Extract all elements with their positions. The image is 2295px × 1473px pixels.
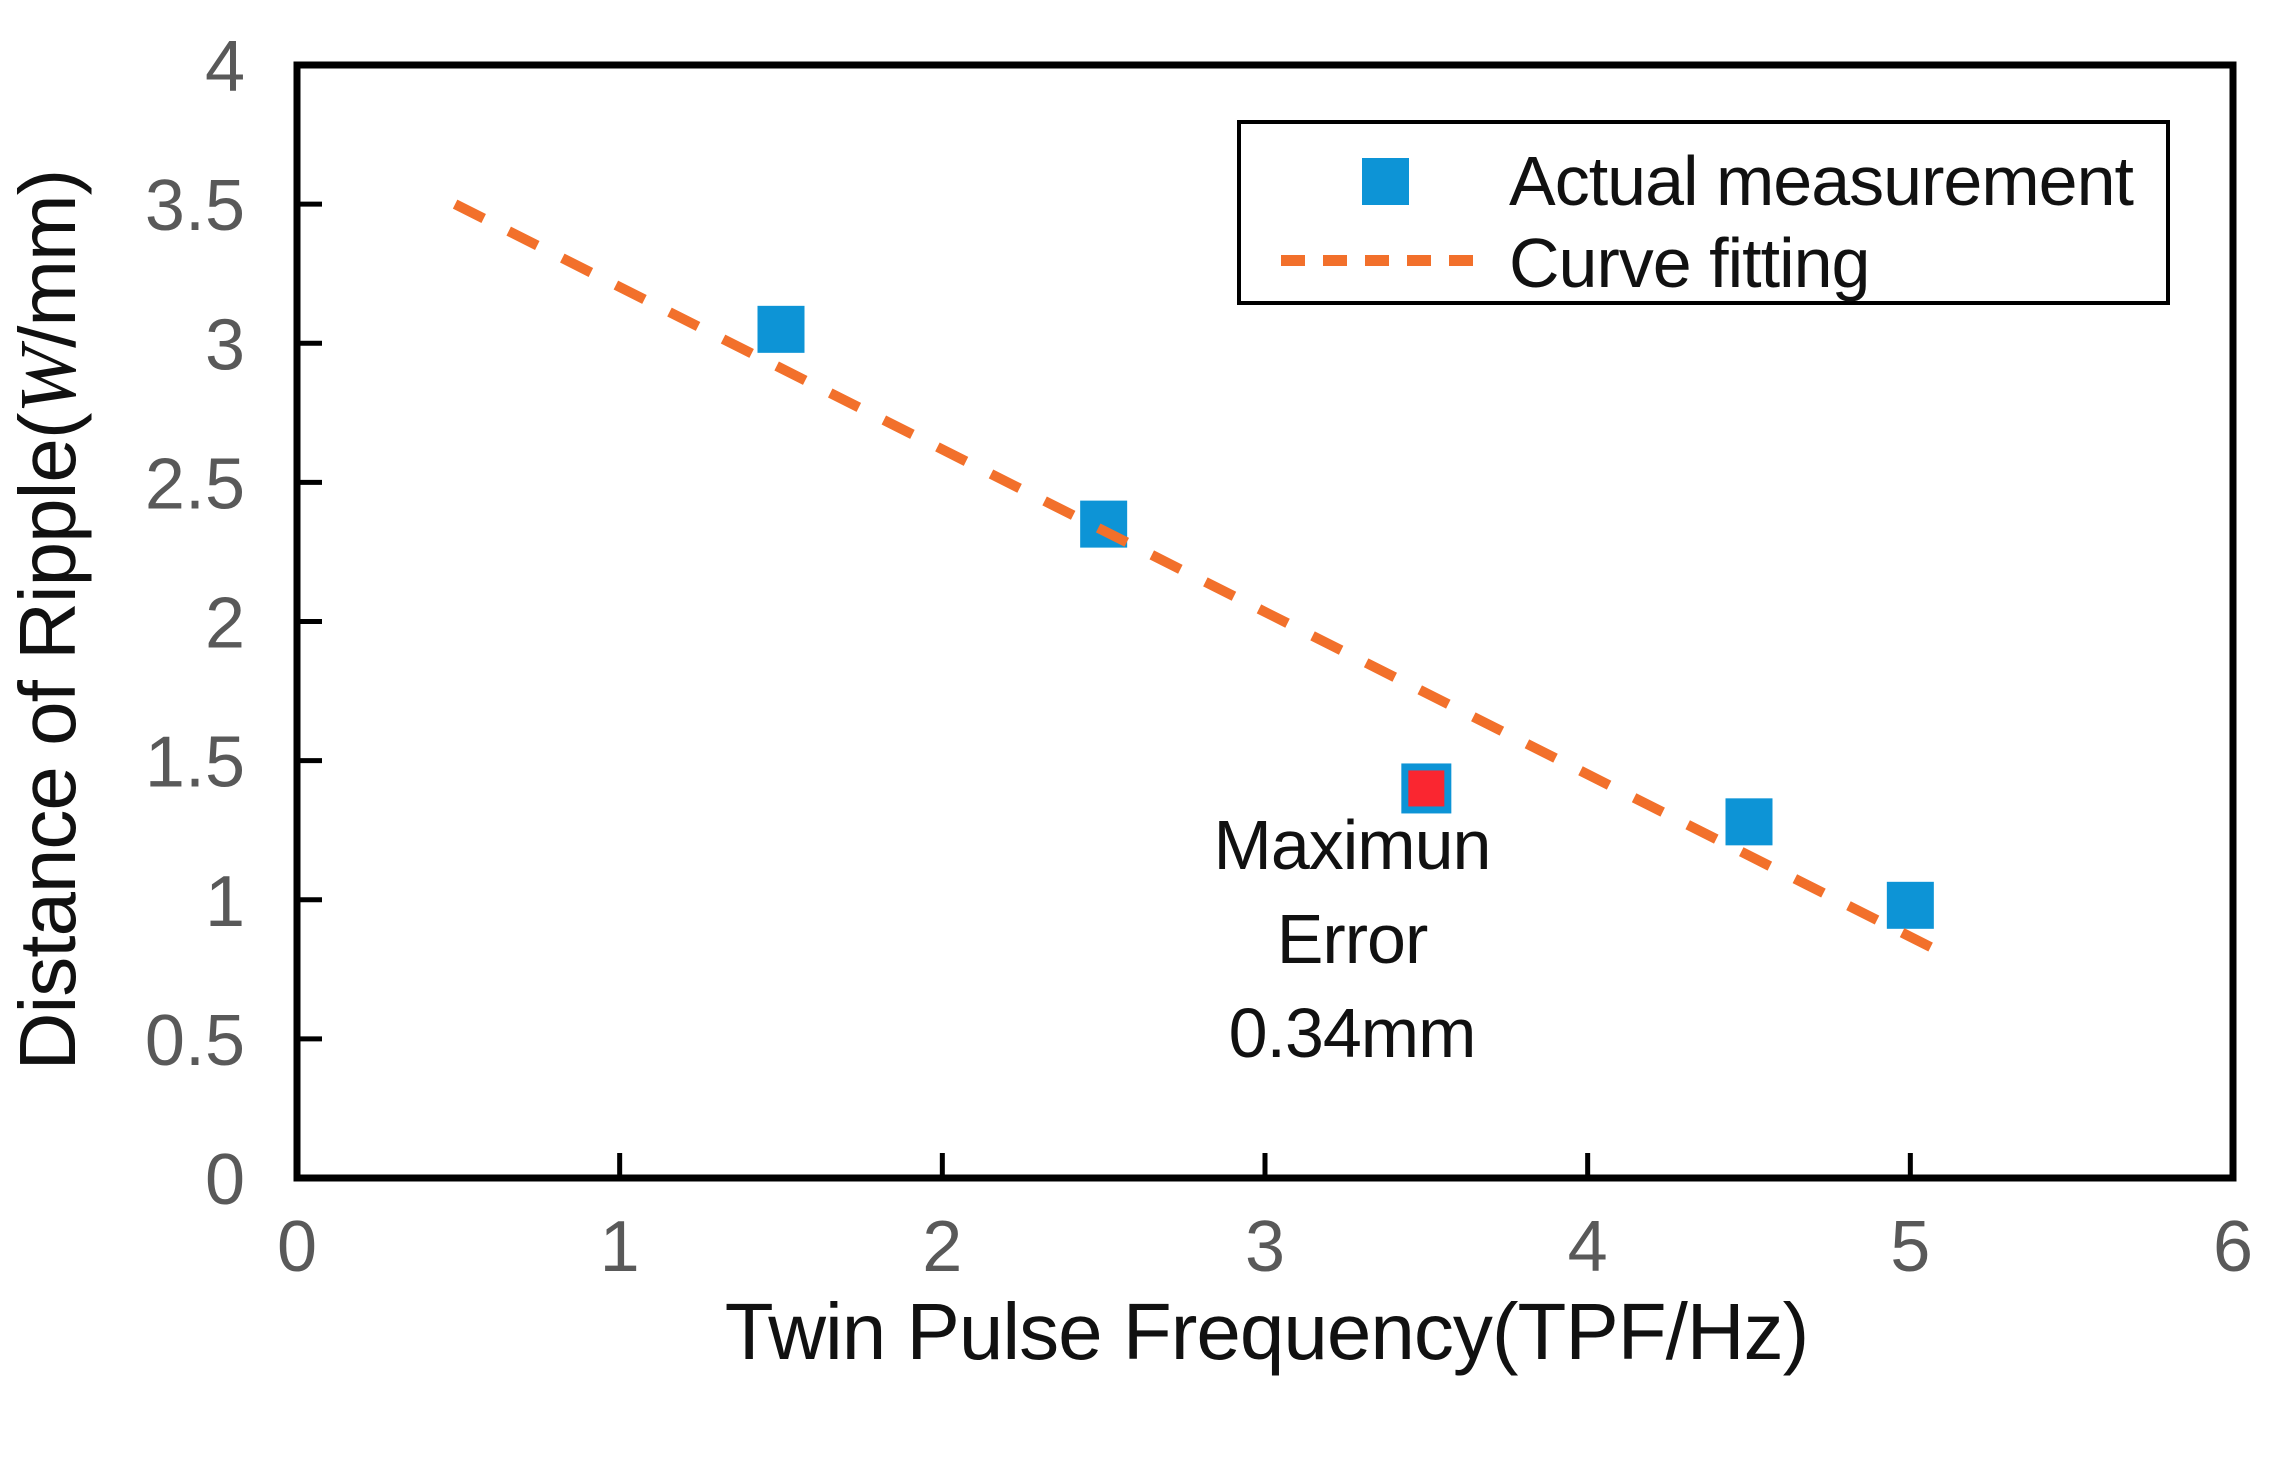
x-tick-label-2: 2 [922, 1207, 962, 1287]
x-tick-label-6: 6 [2213, 1207, 2253, 1287]
annotation-line-2: Error [1276, 900, 1429, 978]
x-tick-label-1: 1 [600, 1207, 640, 1287]
y-tick-label-3: 3 [205, 305, 245, 385]
legend-label-actual-measurement: Actual measurement [1509, 142, 2134, 220]
legend-box: Actual measurement Curve fitting [1237, 120, 2170, 305]
annotation-line-1: Maximun [1213, 806, 1492, 884]
y-tick-label-2.5: 2.5 [145, 444, 245, 524]
y-axis-title-prefix: Distance of Ripple( [3, 413, 92, 1071]
data-point-0 [757, 305, 805, 353]
y-tick-label-3.5: 3.5 [145, 166, 245, 246]
x-tick-label-4: 4 [1568, 1207, 1608, 1287]
x-tick-label-3: 3 [1245, 1207, 1285, 1287]
y-tick-label-2: 2 [205, 584, 245, 664]
data-point-highlight-2 [1401, 763, 1452, 814]
legend-label-curve-fitting: Curve fitting [1509, 224, 1870, 302]
y-tick-label-1: 1 [205, 862, 245, 942]
data-point-3 [1725, 798, 1773, 846]
y-tick-label-1.5: 1.5 [145, 723, 245, 803]
y-axis-title-symbol: W [5, 347, 93, 414]
x-axis-title: Twin Pulse Frequency(TPF/Hz) [724, 1287, 1809, 1376]
y-axis-title: Distance of Ripple(W/mm) [0, 115, 96, 1125]
legend-marker-blue-square [1362, 158, 1409, 205]
max-error-annotation: Maximun Error 0.34mm [1072, 798, 1632, 1080]
annotation-line-3: 0.34mm [1228, 994, 1477, 1072]
y-tick-label-0.5: 0.5 [145, 1001, 245, 1081]
y-tick-label-4: 4 [205, 27, 245, 107]
curve-fitting-line [452, 199, 1939, 955]
y-axis-title-suffix: /mm) [3, 169, 92, 348]
legend-marker-dashed-line [1281, 255, 1485, 266]
y-tick-label-0: 0 [205, 1140, 245, 1220]
x-tick-label-5: 5 [1890, 1207, 1930, 1287]
data-point-4 [1886, 881, 1934, 929]
x-tick-label-0: 0 [277, 1207, 317, 1287]
